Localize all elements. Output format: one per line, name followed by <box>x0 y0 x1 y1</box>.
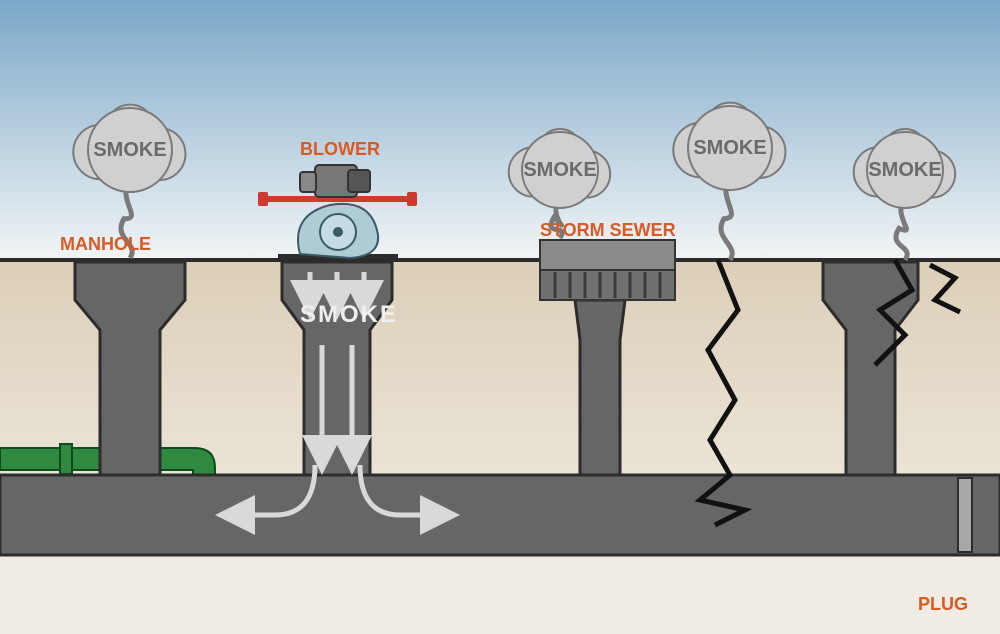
storm-smoke-label: SMOKE <box>523 159 596 181</box>
sewer-plug <box>958 478 972 552</box>
manhole-smoke-label: SMOKE <box>93 139 166 161</box>
blower-label: BLOWER <box>300 139 380 159</box>
storm-sewer-grate <box>540 240 675 300</box>
plug-label: PLUG <box>918 594 968 614</box>
diagram-stage: SMOKE SMOKE SMOKE SMOKE SMOKE MANHOLE BLOWE… <box>0 0 1000 634</box>
smoke-in-pipe-label: SMOKE <box>300 301 398 328</box>
crack1-smoke-label: SMOKE <box>693 137 766 159</box>
crack2-smoke-label: SMOKE <box>868 159 941 181</box>
storm-sewer-label: STORM SEWER <box>540 220 676 240</box>
main-sewer-line <box>0 475 1000 555</box>
storm-sewer-riser <box>575 300 625 475</box>
diagram-svg: SMOKE SMOKE SMOKE SMOKE SMOKE MANHOLE BLOWE… <box>0 0 1000 634</box>
manhole-label: MANHOLE <box>60 234 151 254</box>
below-soil <box>0 555 1000 634</box>
